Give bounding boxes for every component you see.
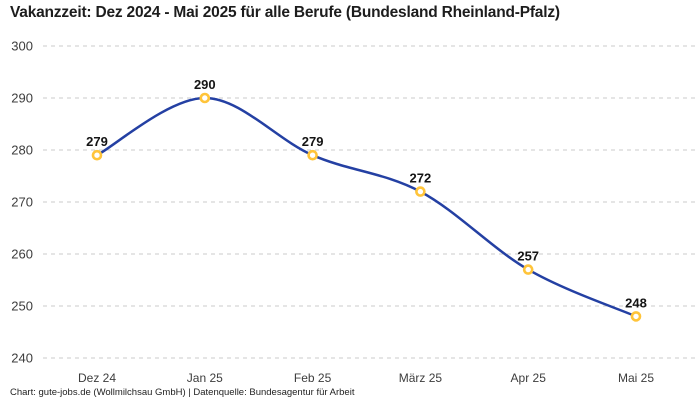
chart-attribution: Chart: gute-jobs.de (Wollmilchsau GmbH) …: [10, 387, 355, 398]
data-point-label: 279: [302, 134, 324, 149]
x-axis-tick-label: Mai 25: [618, 371, 654, 385]
y-axis-tick-label: 260: [11, 247, 33, 262]
data-point-marker[interactable]: [91, 149, 103, 161]
data-point-label: 248: [625, 295, 647, 310]
y-axis-tick-label: 240: [11, 351, 33, 366]
data-point-label: 279: [86, 134, 108, 149]
data-point-marker[interactable]: [415, 186, 426, 197]
x-axis-tick-label: Dez 24: [78, 371, 116, 385]
x-axis-tick-label: Jan 25: [187, 371, 223, 385]
x-axis-tick-label: Feb 25: [294, 371, 332, 385]
data-point-label: 257: [517, 249, 539, 264]
y-axis-tick-label: 280: [11, 143, 33, 158]
data-point-marker[interactable]: [522, 264, 534, 275]
data-point-label: 290: [194, 77, 216, 92]
data-point-marker[interactable]: [630, 311, 642, 322]
y-axis-tick-label: 290: [11, 91, 33, 106]
x-axis-tick-label: März 25: [399, 371, 443, 385]
data-point-label: 272: [410, 171, 432, 186]
y-axis-tick-label: 270: [11, 195, 33, 210]
y-axis-tick-label: 300: [11, 39, 33, 54]
x-axis-tick-label: Apr 25: [511, 371, 547, 385]
data-point-marker[interactable]: [199, 92, 211, 104]
y-axis-tick-label: 250: [11, 299, 33, 314]
data-point-marker[interactable]: [307, 149, 318, 161]
chart-title: Vakanzzeit: Dez 2024 - Mai 2025 für alle…: [10, 4, 560, 21]
series-line: [95, 96, 638, 318]
